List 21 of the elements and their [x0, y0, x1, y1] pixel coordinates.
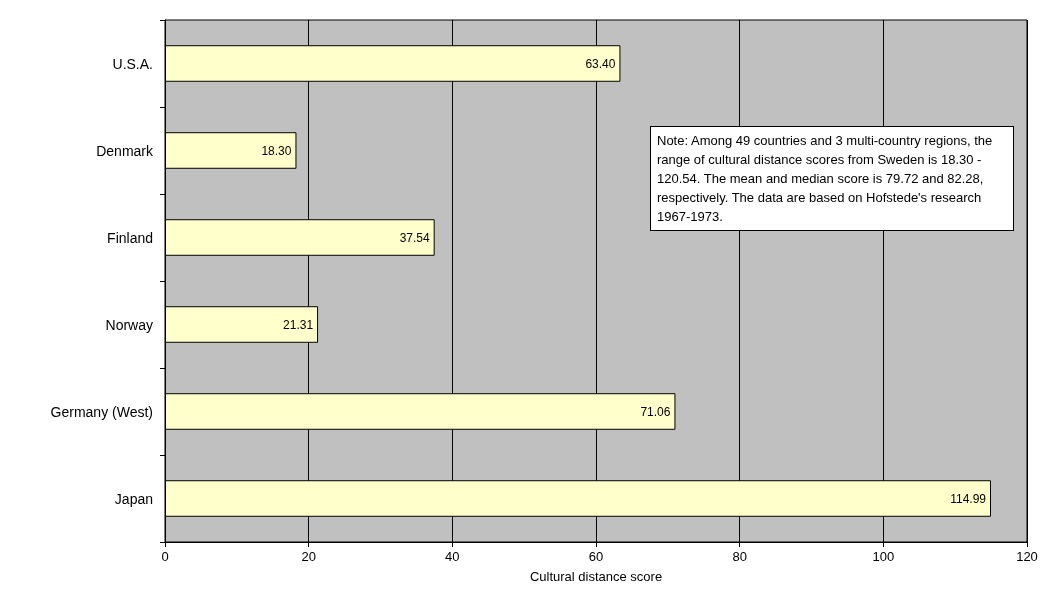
- x-tick-label: 80: [732, 549, 747, 564]
- annotation: Note: Among 49 countries and 3 multi-country regions, the range of cultural distance scores from Sweden is 18.30 - 120.54. The mean and median score is 79.72 and 82.28, respectively. The data are based on Hofstede's research 1967-1973.: [657, 133, 996, 224]
- data-label: 37.54: [399, 230, 430, 245]
- data-label: 21.31: [283, 317, 314, 332]
- y-tick-label: Japan: [114, 490, 153, 507]
- x-tick-label: 0: [161, 549, 169, 564]
- data-label: 71.06: [640, 404, 671, 419]
- y-tick-label: Denmark: [96, 142, 154, 159]
- data-label: 63.40: [585, 56, 616, 71]
- data-label: 18.30: [261, 143, 292, 158]
- x-tick-label: 60: [588, 549, 604, 564]
- y-tick-label: U.S.A.: [112, 55, 153, 72]
- x-axis-title: Cultural distance score: [529, 569, 663, 584]
- data-label: 114.99: [950, 491, 987, 506]
- y-tick-label: Germany (West): [50, 403, 153, 420]
- y-tick-label: Finland: [107, 229, 153, 246]
- x-tick-label: 20: [301, 549, 316, 564]
- x-tick-label: 40: [445, 549, 460, 564]
- x-tick-label: 100: [872, 549, 895, 564]
- x-tick-label: 120: [1016, 549, 1038, 564]
- y-tick-label: Norway: [105, 316, 153, 333]
